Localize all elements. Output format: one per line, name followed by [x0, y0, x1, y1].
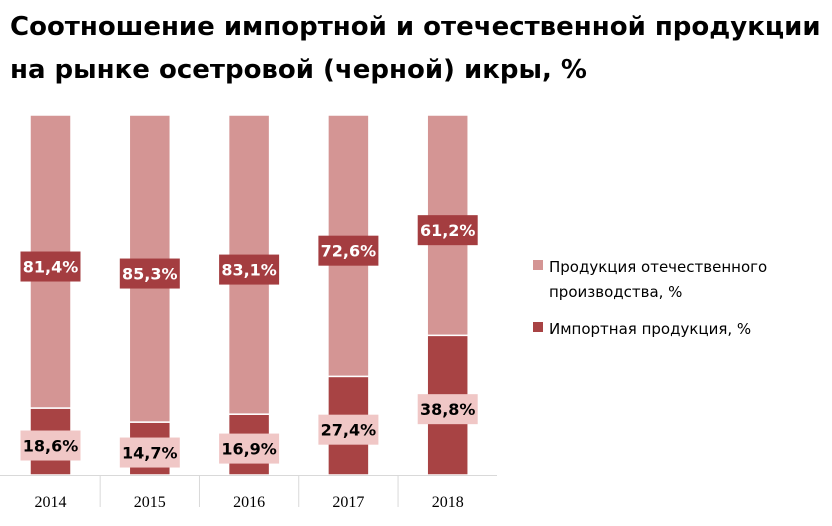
legend-item-2: Импортная продукция, %	[533, 320, 751, 338]
data-label-value: 83,1%	[221, 261, 277, 280]
data-label-value: 38,8%	[420, 400, 476, 419]
legend-marker	[533, 260, 543, 270]
data-label-value: 16,9%	[221, 440, 277, 459]
data-label-box	[219, 254, 280, 285]
legend-item-1: Продукция отечественного производства, %	[533, 258, 767, 301]
data-label-value: 61,2%	[420, 221, 476, 240]
legend-label: производства, %	[549, 283, 682, 301]
data-label-box	[417, 215, 478, 246]
data-label-box	[318, 235, 379, 266]
data-label-value: 14,7%	[122, 444, 178, 463]
bars-layer	[29, 114, 469, 476]
data-label-box	[318, 414, 379, 445]
x-tick-label-2018: 2018	[432, 494, 464, 511]
x-tick-label-2014: 2014	[35, 494, 67, 511]
data-label-box	[119, 437, 180, 468]
data-label-value: 85,3%	[122, 265, 178, 284]
data-label-2018-series-1: 38,8%	[417, 394, 478, 425]
data-label-2018-series-2: 61,2%	[417, 215, 478, 246]
data-label-2015-series-2: 85,3%	[119, 258, 180, 289]
data-label-value: 27,4%	[321, 421, 377, 440]
legend: Продукция отечественного производства, % И…	[533, 258, 767, 338]
data-label-box	[219, 433, 280, 464]
data-label-2017-series-1: 27,4%	[318, 414, 379, 445]
data-label-box	[417, 394, 478, 425]
x-tick-label-2015: 2015	[134, 494, 166, 511]
data-label-2015-series-1: 14,7%	[119, 437, 180, 468]
data-label-box	[20, 430, 81, 461]
x-tick-label-2017: 2017	[332, 494, 364, 511]
data-label-value: 72,6%	[321, 242, 377, 261]
data-label-2017-series-2: 72,6%	[318, 235, 379, 266]
data-label-2016-series-1: 16,9%	[219, 433, 280, 464]
data-labels-layer: 18,6% 81,4% 14,7% 85,3% 16,9% 83,1% 27,4% 72,6%…	[20, 215, 478, 468]
data-label-2014-series-1: 18,6%	[20, 430, 81, 461]
data-label-box	[20, 251, 81, 282]
chart-title: Соотношение импортной и отечественной пр…	[10, 12, 821, 85]
legend-label: Продукция отечественного	[549, 258, 767, 276]
data-label-value: 18,6%	[23, 437, 79, 456]
x-tick-label-2016: 2016	[233, 494, 265, 511]
data-label-2014-series-2: 81,4%	[20, 251, 81, 282]
data-label-2016-series-2: 83,1%	[219, 254, 280, 285]
data-label-value: 81,4%	[23, 258, 79, 277]
legend-label: Импортная продукция, %	[549, 320, 751, 338]
legend-marker	[533, 322, 543, 332]
x-axis: 2014 2015 2016 2017 2018	[0, 475, 497, 511]
data-label-box	[119, 258, 180, 289]
